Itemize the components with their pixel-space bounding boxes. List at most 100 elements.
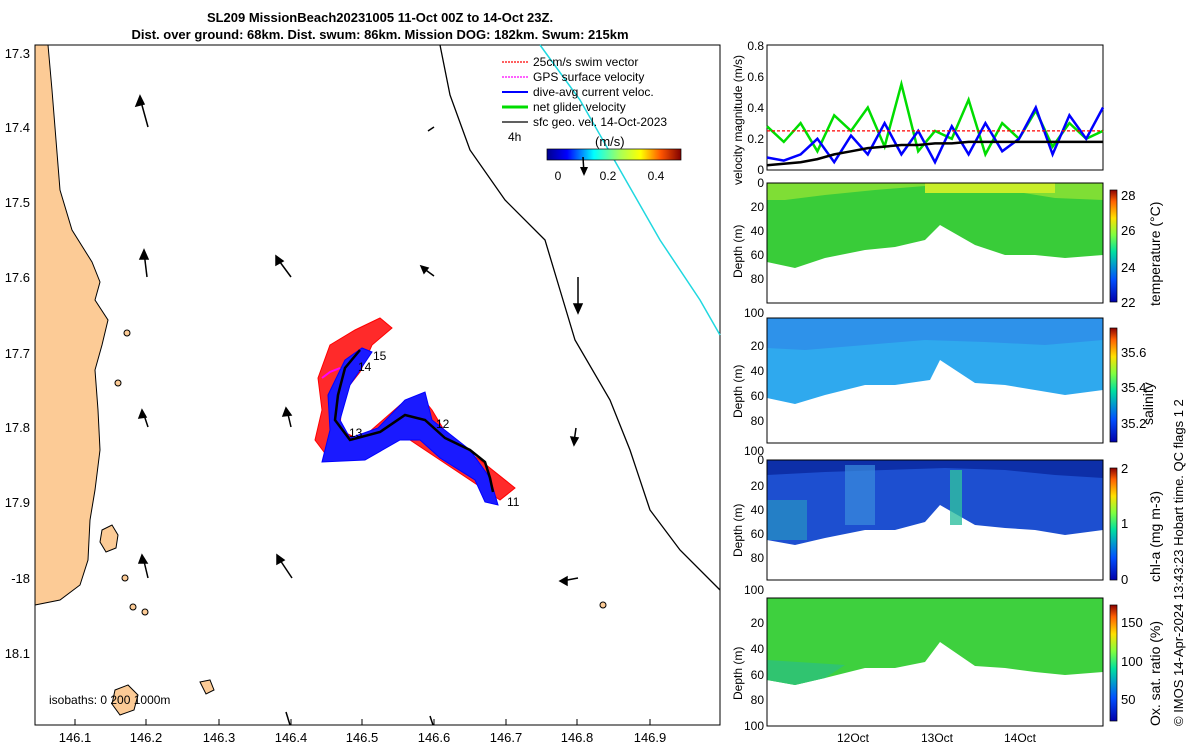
legend-swim-vector: 25cm/s swim vector (533, 55, 638, 69)
glider-map: 11 12 13 14 15 146.1 146.2 146.3 146.4 1… (5, 44, 721, 745)
island (114, 379, 122, 387)
salinity-colorbar (1109, 327, 1118, 443)
gps-track (321, 367, 341, 379)
island (123, 329, 131, 337)
cbar-tick: 26 (1121, 223, 1135, 238)
chla-colorbar (1109, 467, 1118, 581)
vel-ytick: 0.6 (747, 70, 764, 84)
depth-tick: 20 (751, 616, 765, 630)
depth-tick: 60 (751, 248, 765, 262)
island (199, 679, 215, 695)
colorbar-tick: 0.2 (600, 169, 617, 183)
chla-panel (766, 459, 1104, 581)
cbar-tick: 22 (1121, 295, 1135, 310)
depth-tick: 100 (744, 583, 764, 597)
lon-tick: 146.1 (59, 730, 92, 745)
cbar-tick: 1 (1121, 516, 1128, 531)
vel-ytick: 0.2 (747, 132, 764, 146)
net-glider-track (333, 349, 495, 493)
isobath-1000m (539, 44, 721, 336)
lon-tick: 146.6 (418, 730, 451, 745)
depth-tick: 100 (744, 444, 764, 458)
velocity-series (766, 79, 1105, 167)
lon-tick: 146.8 (561, 730, 594, 745)
right-panels: 0 0.2 0.4 0.6 0.8 0 20 40 60 80 100 20 4… (731, 39, 1186, 745)
depth-ylabel: Depth (m) (731, 647, 745, 700)
temperature-colorbar (1109, 189, 1118, 303)
temperature-label: temperature (°C) (1147, 202, 1163, 306)
cbar-tick: 28 (1121, 188, 1135, 203)
oxygen-panel (766, 597, 1104, 727)
depth-tick: 80 (751, 693, 765, 707)
day-label: 12 (436, 417, 450, 431)
lat-tick: 17.9 (5, 495, 30, 510)
island (121, 574, 129, 582)
depth-tick: 40 (751, 224, 765, 238)
colorbar-unit: (m/s) (595, 134, 625, 149)
lat-ticks: 17.3 17.4 17.5 17.6 17.7 17.8 17.9 -18 1… (5, 46, 30, 661)
island (599, 601, 607, 609)
velocity-colorbar (546, 148, 682, 161)
island (111, 684, 139, 716)
imos-footer: © IMOS 14-Apr-2024 13:43:23 Hobart time.… (1171, 399, 1186, 726)
legend-gps-velocity: GPS surface velocity (533, 70, 644, 84)
depth-ylabel: Depth (m) (731, 504, 745, 557)
lon-tick: 146.2 (130, 730, 163, 745)
lat-tick: 17.8 (5, 420, 30, 435)
legend-geo-velocity: sfc geo. vel. 14-Oct-2023 (533, 115, 667, 129)
chla-label: chl-a (mg m-3) (1147, 491, 1163, 582)
depth-tick: 60 (751, 668, 765, 682)
salinity-label: salinity (1140, 382, 1156, 425)
lon-tick: 146.5 (346, 730, 379, 745)
depth-ylabel: Depth (m) (731, 365, 745, 418)
lon-tick: 146.9 (634, 730, 667, 745)
lat-tick: 17.3 (5, 46, 30, 61)
vel-ytick: 0.4 (747, 101, 764, 115)
oxygen-colorbar (1109, 604, 1118, 722)
vel-ytick: 0 (757, 163, 764, 177)
depth-tick: 20 (751, 200, 765, 214)
cbar-tick: 35.2 (1121, 416, 1146, 431)
time-tick: 13Oct (921, 731, 954, 745)
depth-tick: 0 (757, 176, 764, 190)
colorbar-tick: 0.4 (648, 169, 665, 183)
oxygen-label: Ox. sat. ratio (%) (1147, 621, 1163, 726)
lon-tick: 146.3 (203, 730, 236, 745)
day-label: 11 (507, 495, 520, 509)
temperature-panel (766, 182, 1104, 304)
cbar-tick: 50 (1121, 692, 1135, 707)
map-legend: 25cm/s swim vector GPS surface velocity … (502, 55, 667, 149)
depth-tick: 80 (751, 272, 765, 286)
cbar-tick: 0 (1121, 572, 1128, 587)
depth-tick: 40 (751, 503, 765, 517)
time-tick: 14Oct (1004, 731, 1037, 745)
depth-tick: 80 (751, 551, 765, 565)
depth-tick: 40 (751, 364, 765, 378)
depth-tick: 60 (751, 527, 765, 541)
day-label: 15 (373, 349, 387, 363)
day-label: 13 (349, 426, 363, 440)
cbar-tick: 35.4 (1121, 380, 1146, 395)
depth-ylabel: Depth (m) (731, 225, 745, 278)
lat-tick: 17.4 (5, 120, 30, 135)
lat-tick: 17.5 (5, 195, 30, 210)
cbar-tick: 100 (1121, 654, 1143, 669)
depth-tick: 40 (751, 642, 765, 656)
lat-tick: -18 (11, 571, 30, 586)
isobaths-label: isobaths: 0 200 1000m (49, 693, 170, 707)
depth-tick: 100 (744, 719, 764, 733)
coastline (34, 44, 109, 606)
velocity-series-line-1 (766, 104, 1105, 165)
salinity-panel (766, 317, 1104, 444)
cbar-tick: 150 (1121, 615, 1143, 630)
chart-title-line2: Dist. over ground: 68km. Dist. swum: 86k… (131, 27, 629, 42)
depth-tick: 0 (757, 453, 764, 467)
cbar-tick: 24 (1121, 260, 1135, 275)
depth-tick: 80 (751, 414, 765, 428)
velocity-series-line-2 (766, 140, 1103, 167)
vel-ytick: 0.8 (747, 39, 764, 53)
chart-title-line1: SL209 MissionBeach20231005 11-Oct 00Z to… (206, 10, 554, 25)
velocity-ylabel: velocity magnitude (m/s) (731, 55, 745, 185)
depth-tick: 20 (751, 479, 765, 493)
lon-tick: 146.7 (490, 730, 523, 745)
